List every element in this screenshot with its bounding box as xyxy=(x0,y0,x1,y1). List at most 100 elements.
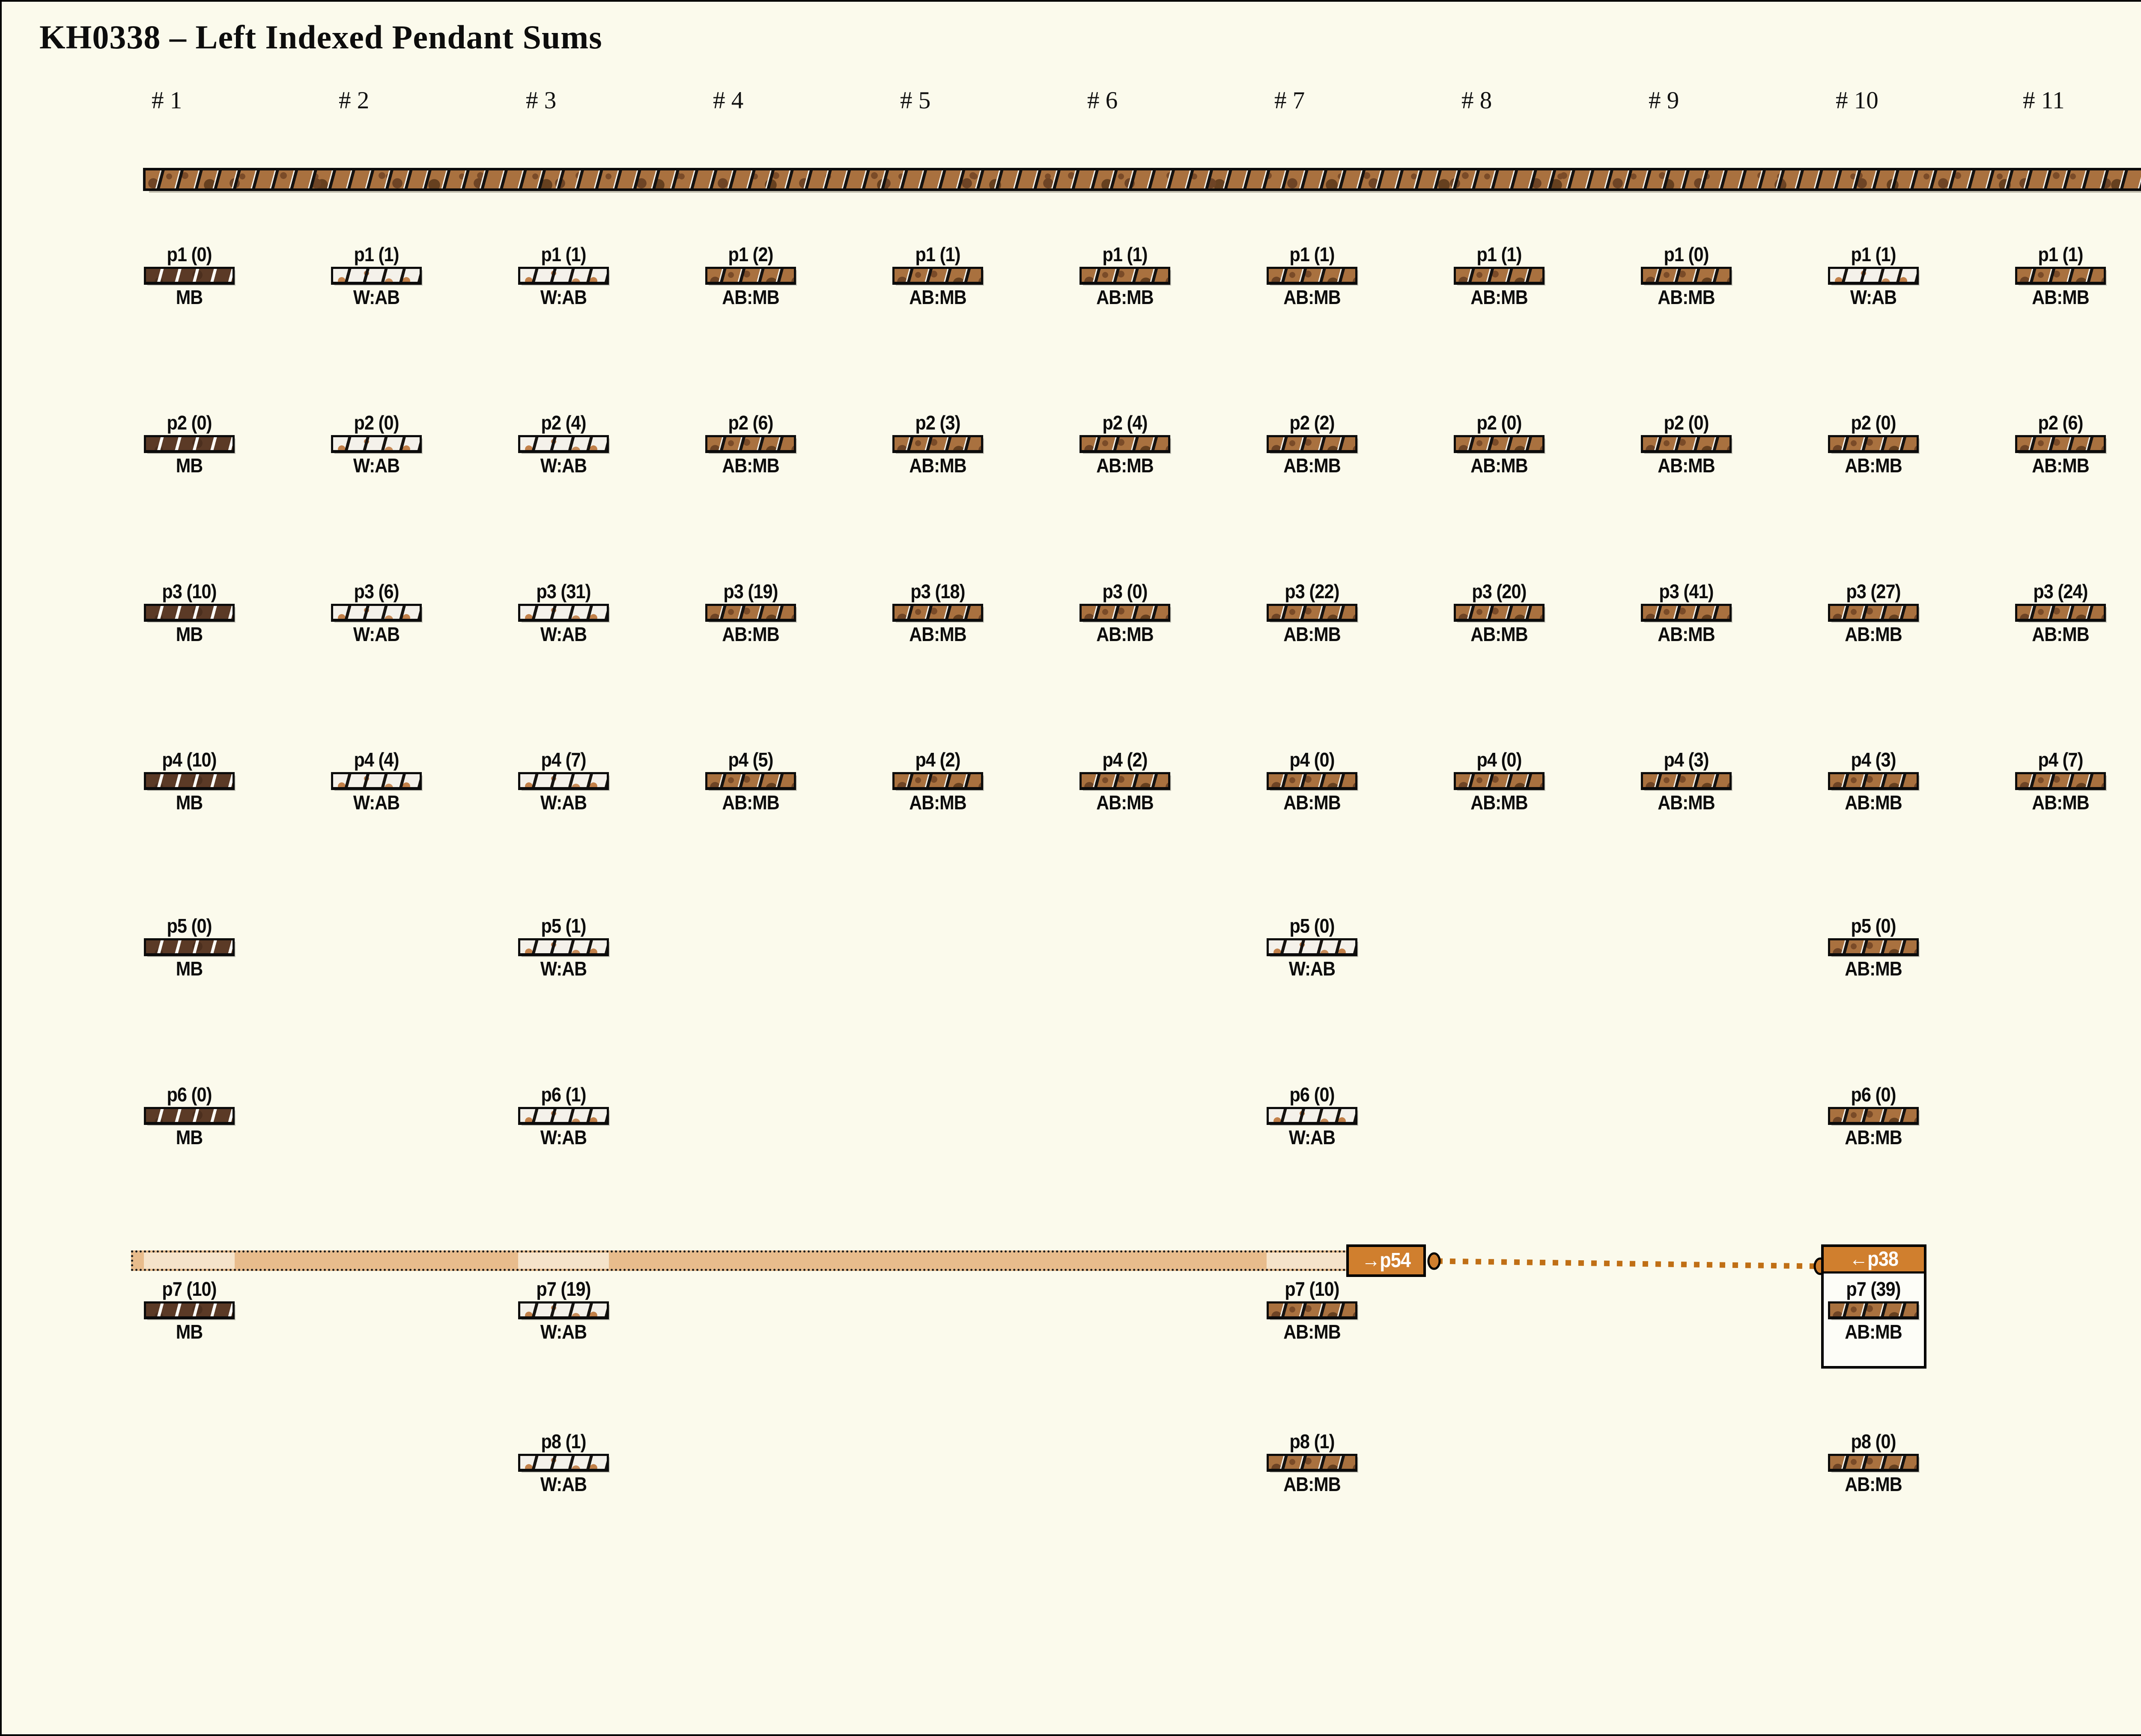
pendant-cord-swatch xyxy=(518,938,609,956)
pendant-color-code: AB:MB xyxy=(909,623,966,645)
pendant-cord-swatch xyxy=(1828,267,1919,285)
pendant-label: p5 (0) xyxy=(167,915,212,937)
pendant-cord-swatch xyxy=(518,1107,609,1125)
pendant-color-code: W:AB xyxy=(353,454,400,477)
pendant-label: p3 (0) xyxy=(1102,580,1148,603)
pendant-entry-col10-p1: p1 (1) W:AB xyxy=(1809,244,1938,308)
pendant-color-code: AB:MB xyxy=(1845,1321,1902,1343)
pendant-label: p1 (0) xyxy=(1664,243,1709,265)
pendant-label: p5 (0) xyxy=(1289,915,1335,937)
pendant-entry-col3-p4: p4 (7) W:AB xyxy=(499,749,628,813)
pendant-label: p7 (39) xyxy=(1846,1278,1901,1300)
pendant-entry-col9-p4: p4 (3) AB:MB xyxy=(1622,749,1750,813)
pendant-entry-col10-p8: p8 (0) AB:MB xyxy=(1809,1431,1938,1495)
pendant-color-code: AB:MB xyxy=(1283,454,1341,477)
pendant-entry-col5-p2: p2 (3) AB:MB xyxy=(874,412,1002,476)
pendant-color-code: AB:MB xyxy=(722,791,779,814)
pendant-cord-swatch xyxy=(2015,604,2106,622)
pendant-color-code: MB xyxy=(176,957,203,980)
pendant-entry-col3-p1: p1 (1) W:AB xyxy=(499,244,628,308)
pendant-cord-swatch xyxy=(518,1454,609,1472)
pendant-label: p1 (1) xyxy=(541,243,586,265)
pendant-cord-swatch xyxy=(1828,938,1919,956)
pendant-color-code: AB:MB xyxy=(1470,623,1528,645)
pendant-cord-swatch xyxy=(1828,1107,1919,1125)
pendant-entry-col8-p4: p4 (0) AB:MB xyxy=(1435,749,1563,813)
pendant-entry-col10-p5: p5 (0) AB:MB xyxy=(1809,915,1938,979)
pendant-color-code: AB:MB xyxy=(1845,623,1902,645)
pendant-color-code: W:AB xyxy=(540,623,587,645)
pendant-entry-col6-p1: p1 (1) AB:MB xyxy=(1061,244,1189,308)
column-header-9: # 9 xyxy=(1649,87,1679,114)
pendant-color-code: AB:MB xyxy=(1845,791,1902,814)
page-title: KH0338 – Left Indexed Pendant Sums xyxy=(39,18,602,56)
pendant-cord-swatch xyxy=(1641,772,1732,790)
pendant-entry-col11-p4: p4 (7) AB:MB xyxy=(1996,749,2125,813)
pendant-cord-swatch xyxy=(892,772,983,790)
pendant-entry-col7-p6: p6 (0) W:AB xyxy=(1248,1084,1376,1148)
pendant-color-code: W:AB xyxy=(1850,286,1897,308)
pendant-entry-col4-p2: p2 (6) AB:MB xyxy=(686,412,815,476)
pendant-color-code: AB:MB xyxy=(1096,286,1154,308)
pendant-cord-swatch xyxy=(144,435,235,453)
pendant-color-code: AB:MB xyxy=(1096,623,1154,645)
pendant-entry-col10-p6: p6 (0) AB:MB xyxy=(1809,1084,1938,1148)
pendant-color-code: AB:MB xyxy=(1283,1473,1341,1495)
pendant-label: p1 (1) xyxy=(1851,243,1896,265)
pendant-label: p8 (1) xyxy=(1289,1430,1335,1453)
pendant-label: p1 (1) xyxy=(915,243,960,265)
pendant-cord-swatch xyxy=(1079,267,1170,285)
pendant-label: p2 (0) xyxy=(167,412,212,434)
pendant-color-code: W:AB xyxy=(540,957,587,980)
pendant-color-code: AB:MB xyxy=(1845,454,1902,477)
pendant-label: p4 (2) xyxy=(1102,749,1148,771)
pendant-cord-swatch xyxy=(1454,604,1545,622)
band-light-segment xyxy=(1267,1253,1346,1269)
link-badge-p54[interactable]: →p54 xyxy=(1346,1244,1426,1277)
pendant-entry-col10-p2: p2 (0) AB:MB xyxy=(1809,412,1938,476)
pendant-color-code: W:AB xyxy=(353,623,400,645)
pendant-entry-col3-p8: p8 (1) W:AB xyxy=(499,1431,628,1495)
pendant-label: p7 (10) xyxy=(162,1278,217,1300)
pendant-cord-swatch xyxy=(331,267,422,285)
pendant-color-code: AB:MB xyxy=(1658,286,1715,308)
pendant-cord-swatch xyxy=(1267,1454,1357,1472)
pendant-cord-swatch xyxy=(144,938,235,956)
pendant-color-code: AB:MB xyxy=(1470,454,1528,477)
pendant-label: p6 (0) xyxy=(1851,1083,1896,1106)
pendant-label: p7 (19) xyxy=(536,1278,591,1300)
pendant-cord-swatch xyxy=(1454,772,1545,790)
pendant-color-code: W:AB xyxy=(540,1473,587,1495)
pendant-entry-col1-p5: p5 (0) MB xyxy=(125,915,253,979)
pendant-label: p3 (6) xyxy=(354,580,399,603)
pendant-entry-col9-p2: p2 (0) AB:MB xyxy=(1622,412,1750,476)
pendant-cord-swatch xyxy=(1267,938,1357,956)
pendant-color-code: W:AB xyxy=(353,286,400,308)
pendant-entry-col7-p8: p8 (1) AB:MB xyxy=(1248,1431,1376,1495)
pendant-entry-col2-p3: p3 (6) W:AB xyxy=(312,581,441,645)
pendant-entry-col11-p2: p2 (6) AB:MB xyxy=(1996,412,2125,476)
pendant-entry-col2-p4: p4 (4) W:AB xyxy=(312,749,441,813)
pendant-entry-col7-p7: p7 (10) AB:MB xyxy=(1248,1278,1376,1342)
pendant-label: p2 (0) xyxy=(354,412,399,434)
pendant-cord-swatch xyxy=(1828,772,1919,790)
pendant-entry-col7-p2: p2 (2) AB:MB xyxy=(1248,412,1376,476)
pendant-label: p3 (20) xyxy=(1472,580,1527,603)
pendant-cord-swatch xyxy=(705,604,796,622)
pendant-cord-swatch xyxy=(705,435,796,453)
pendant-entry-col8-p3: p3 (20) AB:MB xyxy=(1435,581,1563,645)
pendant-color-code: AB:MB xyxy=(1658,623,1715,645)
pendant-entry-col11-p3: p3 (24) AB:MB xyxy=(1996,581,2125,645)
pendant-cord-swatch xyxy=(1828,1454,1919,1472)
pendant-entry-col10-p3: p3 (27) AB:MB xyxy=(1809,581,1938,645)
pendant-color-code: AB:MB xyxy=(1845,957,1902,980)
pendant-cord-swatch xyxy=(1641,267,1732,285)
pendant-color-code: AB:MB xyxy=(1096,454,1154,477)
pendant-cord-swatch xyxy=(144,1301,235,1319)
pendant-label: p3 (24) xyxy=(2033,580,2088,603)
link-connector xyxy=(1427,1252,1827,1275)
pendant-label: p3 (18) xyxy=(910,580,965,603)
pendant-cord-swatch xyxy=(892,267,983,285)
pendant-label: p6 (0) xyxy=(1289,1083,1335,1106)
